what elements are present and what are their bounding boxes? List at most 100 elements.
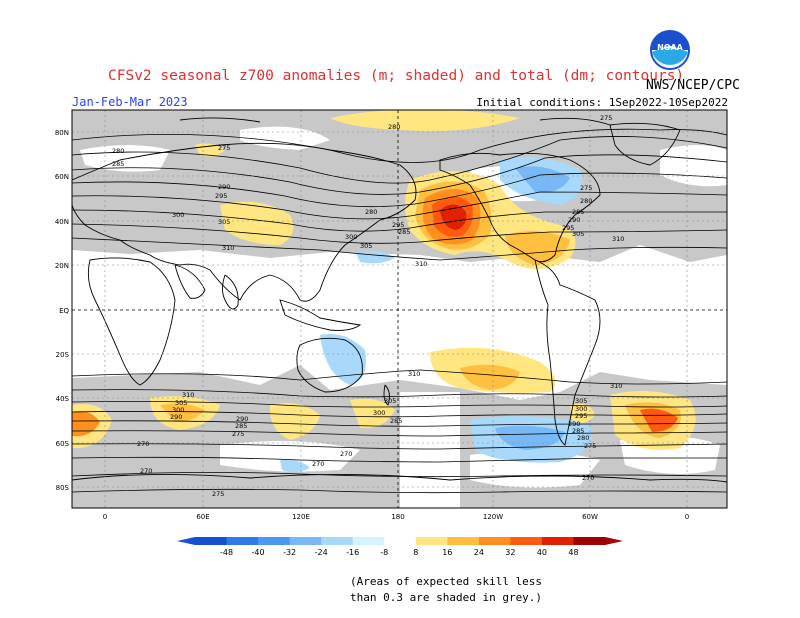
coastlines xyxy=(72,117,727,483)
grid-lines xyxy=(72,110,727,508)
contour-label: 280 xyxy=(388,123,400,131)
reference-lines xyxy=(72,110,727,508)
contour-label: 300 xyxy=(345,233,357,241)
colorbar-swatch xyxy=(478,537,511,545)
contour-label: 275 xyxy=(218,144,230,152)
contour-label: 280 xyxy=(112,147,124,155)
skill-note-line1: (Areas of expected skill less xyxy=(350,575,543,588)
contour-label: 295 xyxy=(575,412,587,420)
lon-label: 120E xyxy=(292,513,310,521)
colorbar-tick-label: 24 xyxy=(474,548,484,557)
colorbar-tick-label: -24 xyxy=(315,548,328,557)
contour-label: 305 xyxy=(360,242,372,250)
contour-label: 290 xyxy=(218,183,230,191)
contour-label: 285 xyxy=(112,160,124,168)
contour-label: 305 xyxy=(384,397,396,405)
contour-label: 285 xyxy=(390,417,402,425)
colorbar-swatch xyxy=(384,537,417,545)
contour-label: 270 xyxy=(137,440,149,448)
contour-label: 270 xyxy=(340,450,352,458)
contour-label: 270 xyxy=(582,474,594,482)
lat-label: 40N xyxy=(55,218,69,226)
colorbar-swatch xyxy=(352,537,385,545)
colorbar-tick-label: 48 xyxy=(568,548,578,557)
colorbar-tick-label: -48 xyxy=(220,548,233,557)
contour-label: 270 xyxy=(312,460,324,468)
contour-label: 310 xyxy=(222,244,234,252)
lon-label: 60W xyxy=(582,513,598,521)
contour-label: 280 xyxy=(365,208,377,216)
latitude-labels: 80N 60N 40N 20N EQ 20S 40S 60S 80S xyxy=(55,129,70,492)
agency-label: NWS/NCEP/CPC xyxy=(646,78,740,93)
noaa-logo: NOAA xyxy=(650,30,690,70)
contour-label: 275 xyxy=(600,114,612,122)
colorbar-swatch xyxy=(321,537,354,545)
contour-label: 285 xyxy=(398,228,410,236)
lon-label: 180 xyxy=(391,513,404,521)
colorbar-tick-label: 8 xyxy=(413,548,418,557)
contour-label: 300 xyxy=(373,409,385,417)
season-label: Jan-Feb-Mar 2023 xyxy=(72,95,188,109)
colorbar-swatch xyxy=(258,537,291,545)
lon-label: 0 xyxy=(685,513,689,521)
contour-label: 300 xyxy=(172,406,184,414)
contour-label: 285 xyxy=(572,208,584,216)
lon-label: 60E xyxy=(196,513,209,521)
contour-label: 305 xyxy=(175,399,187,407)
contour-label: 310 xyxy=(612,235,624,243)
colorbar-swatch xyxy=(195,537,228,545)
contour-label: 290 xyxy=(236,415,248,423)
contour-label: 300 xyxy=(172,211,184,219)
contour-label: 275 xyxy=(212,490,224,498)
map-frame xyxy=(71,109,728,509)
lon-label: 0 xyxy=(103,513,107,521)
colorbar-swatch xyxy=(415,537,448,545)
contour-label: 290 xyxy=(170,413,182,421)
contour-label: 290 xyxy=(568,216,580,224)
colorbar-tick-label: -16 xyxy=(346,548,359,557)
colorbar-tick-label: -32 xyxy=(283,548,296,557)
contour-label: 280 xyxy=(580,197,592,205)
colorbar: -48 -40 -32 -24 -16 -8 8 16 24 32 40 48 xyxy=(177,537,623,557)
lat-label: 60N xyxy=(55,173,69,181)
colorbar-tick-label: -40 xyxy=(252,548,265,557)
map-title: CFSv2 seasonal z700 anomalies (m; shaded… xyxy=(108,68,685,84)
contour-label: 290 xyxy=(568,420,580,428)
contour-label: 295 xyxy=(215,192,227,200)
colorbar-tick-label: 16 xyxy=(442,548,452,557)
lat-label: 40S xyxy=(56,395,70,403)
lat-label: 80N xyxy=(55,129,69,137)
contour-label: 270 xyxy=(140,467,152,475)
contour-label: 295 xyxy=(562,224,574,232)
colorbar-tick-label: 40 xyxy=(537,548,547,557)
contour-labels: 280 275 280 285 275 290 295 300 305 310 … xyxy=(112,114,624,498)
colorbar-swatch xyxy=(573,537,606,545)
lat-label: 20S xyxy=(56,351,70,359)
contour-label: 305 xyxy=(218,218,230,226)
colorbar-tick-label: 32 xyxy=(505,548,515,557)
height-contours xyxy=(72,128,727,494)
contour-label: 275 xyxy=(232,430,244,438)
initial-conditions-label: Initial conditions: 1Sep2022-10Sep2022 xyxy=(476,96,728,109)
lat-label: 80S xyxy=(56,484,70,492)
colorbar-swatch xyxy=(541,537,574,545)
colorbar-swatch xyxy=(447,537,480,545)
contour-label: 310 xyxy=(610,382,622,390)
contour-label: 285 xyxy=(235,422,247,430)
colorbar-arrow-left xyxy=(177,537,195,545)
contour-label: 280 xyxy=(577,434,589,442)
contour-label: 300 xyxy=(575,405,587,413)
colorbar-swatch xyxy=(226,537,259,545)
colorbar-swatch xyxy=(289,537,322,545)
svg-text:NOAA: NOAA xyxy=(657,43,683,52)
contour-label: 305 xyxy=(575,397,587,405)
lat-label: 60S xyxy=(56,440,70,448)
colorbar-swatch xyxy=(510,537,543,545)
contour-label: 310 xyxy=(415,260,427,268)
negative-anomalies xyxy=(280,156,592,473)
contour-label: 285 xyxy=(572,427,584,435)
contour-label: 310 xyxy=(408,370,420,378)
colorbar-tick-label: -8 xyxy=(380,548,388,557)
contour-label: 275 xyxy=(580,184,592,192)
